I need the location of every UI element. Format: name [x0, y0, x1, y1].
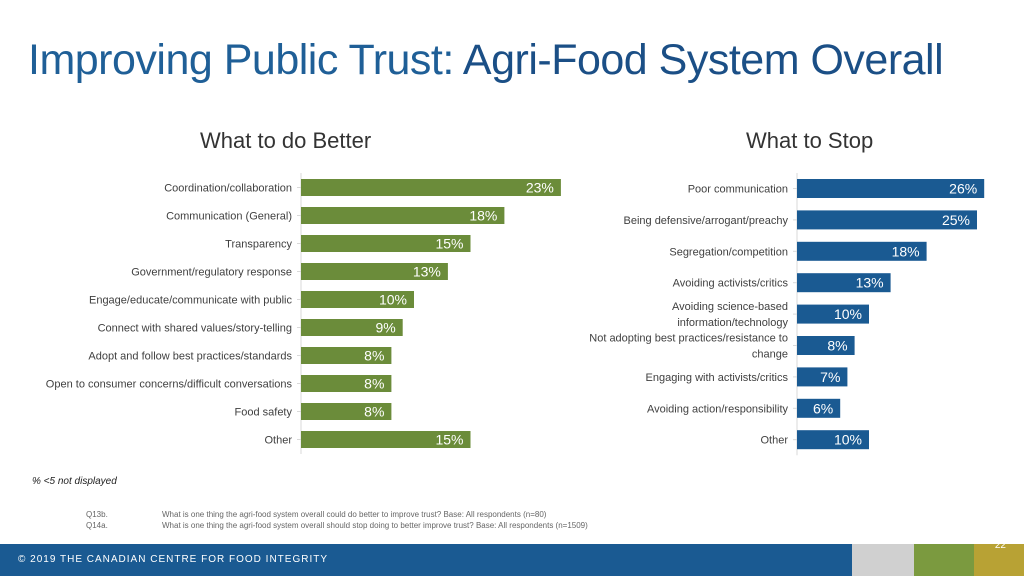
stop-category-label: Avoiding activists/critics: [673, 278, 789, 290]
better-bar: [301, 375, 392, 392]
stop-category-label: change: [752, 349, 788, 361]
better-category-label: Transparency: [225, 239, 292, 251]
stop-value-label: 18%: [892, 243, 920, 259]
better-value-label: 8%: [364, 404, 384, 420]
stop-value-label: 26%: [949, 181, 977, 197]
better-value-label: 18%: [469, 208, 497, 224]
stop-category-label: Avoiding action/responsibility: [647, 403, 789, 415]
title-part-2: Agri-Food System Overall: [462, 36, 944, 84]
right-chart-title: What to Stop: [746, 128, 874, 153]
better-bar: [301, 291, 414, 308]
better-category-label: Adopt and follow best practices/standard…: [88, 351, 292, 363]
better-bar: [301, 263, 448, 280]
stop-bar: [797, 210, 977, 230]
stop-value-label: 13%: [856, 275, 884, 291]
better-value-label: 15%: [435, 236, 463, 252]
stop-bar: [797, 304, 869, 324]
stop-value-label: 25%: [942, 212, 970, 228]
better-value-label: 9%: [375, 320, 395, 336]
better-category-label: Connect with shared values/story-telling: [98, 323, 292, 335]
footer-bar: © 2019 THE CANADIAN CENTRE FOR FOOD INTE…: [0, 544, 1024, 576]
better-category-label: Food safety: [235, 407, 293, 419]
footer-block-green: [914, 544, 974, 576]
footnote-text-2: What is one thing the agri-food system o…: [162, 521, 588, 530]
better-value-label: 8%: [364, 348, 384, 364]
footnote-code-1: Q13b.: [86, 510, 108, 519]
display-note: % <5 not displayed: [32, 476, 117, 487]
better-bar: [301, 207, 505, 224]
stop-bar: [797, 241, 927, 261]
stop-category-label: Segregation/competition: [669, 246, 788, 258]
better-value-label: 8%: [364, 376, 384, 392]
better-category-label: Engage/educate/communicate with public: [89, 295, 293, 307]
better-category-label: Open to consumer concerns/difficult conv…: [46, 379, 293, 391]
better-category-label: Coordination/collaboration: [164, 183, 292, 195]
stop-category-label: Not adopting best practices/resistance t…: [589, 333, 788, 345]
stop-category-label: Engaging with activists/critics: [646, 372, 789, 384]
better-bar: [301, 347, 392, 364]
better-bar: [301, 431, 471, 448]
better-value-label: 13%: [413, 264, 441, 280]
better-bar: [301, 179, 561, 196]
stop-value-label: 7%: [820, 369, 840, 385]
better-value-label: 23%: [526, 180, 554, 196]
footer-block-gold: [974, 544, 1024, 576]
footer-block-grey: [852, 544, 914, 576]
better-category-label: Government/regulatory response: [131, 267, 292, 279]
stop-value-label: 10%: [834, 306, 862, 322]
better-bar: [301, 403, 392, 420]
stop-bar: [797, 430, 869, 450]
stop-category-label: information/technology: [677, 317, 788, 329]
stop-bar: [797, 336, 855, 355]
stop-category-label: Avoiding science-based: [672, 301, 788, 313]
stop-value-label: 6%: [813, 400, 833, 416]
better-category-label: Other: [264, 435, 292, 447]
better-bar: [301, 319, 403, 336]
better-value-label: 10%: [379, 292, 407, 308]
better-category-label: Communication (General): [166, 211, 292, 223]
footnote-text-1: What is one thing the agri-food system o…: [162, 510, 547, 519]
stop-category-label: Being defensive/arrogant/preachy: [624, 215, 789, 227]
page-title: Improving Public Trust: Agri-Food System…: [28, 36, 944, 85]
copyright-text: © 2019 THE CANADIAN CENTRE FOR FOOD INTE…: [18, 554, 328, 565]
stop-category-label: Other: [760, 435, 788, 447]
stop-bar: [797, 398, 841, 418]
stop-bar: [797, 179, 985, 198]
stop-bar: [797, 367, 848, 387]
footnote-code-2: Q14a.: [86, 521, 108, 530]
stop-bar: [797, 273, 891, 293]
title-part-1: Improving Public Trust:: [28, 36, 463, 84]
better-bar: [301, 235, 471, 252]
left-chart-title: What to do Better: [200, 128, 372, 153]
stop-value-label: 10%: [834, 432, 862, 448]
stop-category-label: Poor communication: [688, 184, 788, 196]
better-value-label: 15%: [435, 432, 463, 448]
stop-value-label: 8%: [827, 338, 847, 354]
page-number: 22: [994, 540, 1006, 551]
